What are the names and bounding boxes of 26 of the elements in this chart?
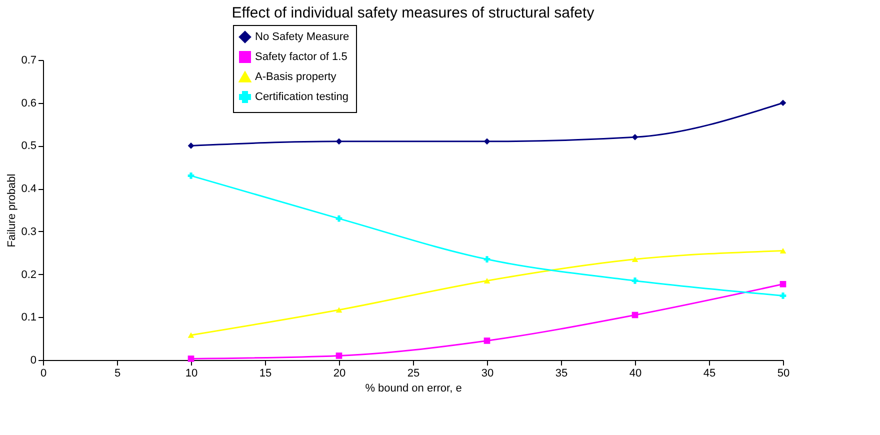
y-tick-label: 0.1 [21,312,36,324]
x-tick-label: 40 [629,368,642,380]
y-tick-label: 0.5 [21,140,36,152]
y-tick-label: 0.7 [21,54,36,66]
x-tick-label: 10 [185,368,198,380]
y-tick-label: 0.6 [21,97,36,110]
x-tick-label: 30 [481,368,494,380]
y-tick-label: 0 [30,354,36,366]
legend-label: Certification testing [255,91,349,103]
legend-label: A-Basis property [255,71,337,83]
x-tick-label: 0 [40,368,47,380]
x-tick-label: 20 [333,368,346,380]
y-tick-label: 0.2 [21,268,36,281]
legend-label: Safety factor of 1.5 [255,51,348,63]
legend-label: No Safety Measure [255,31,350,43]
y-tick-label: 0.3 [21,226,36,238]
x-tick-label: 5 [114,368,121,380]
x-tick-label: 50 [777,368,790,380]
x-tick-label: 45 [703,368,716,380]
y-axis-title: Failure probabl [6,174,18,248]
chart-title: Effect of individual safety measures of structural safety [232,4,595,22]
x-tick-label: 25 [407,368,420,380]
x-tick-label: 15 [259,368,272,380]
y-tick-label: 0.4 [21,183,36,196]
x-tick-label: 35 [555,368,568,380]
x-axis-title: % bound on error, e [365,382,462,394]
